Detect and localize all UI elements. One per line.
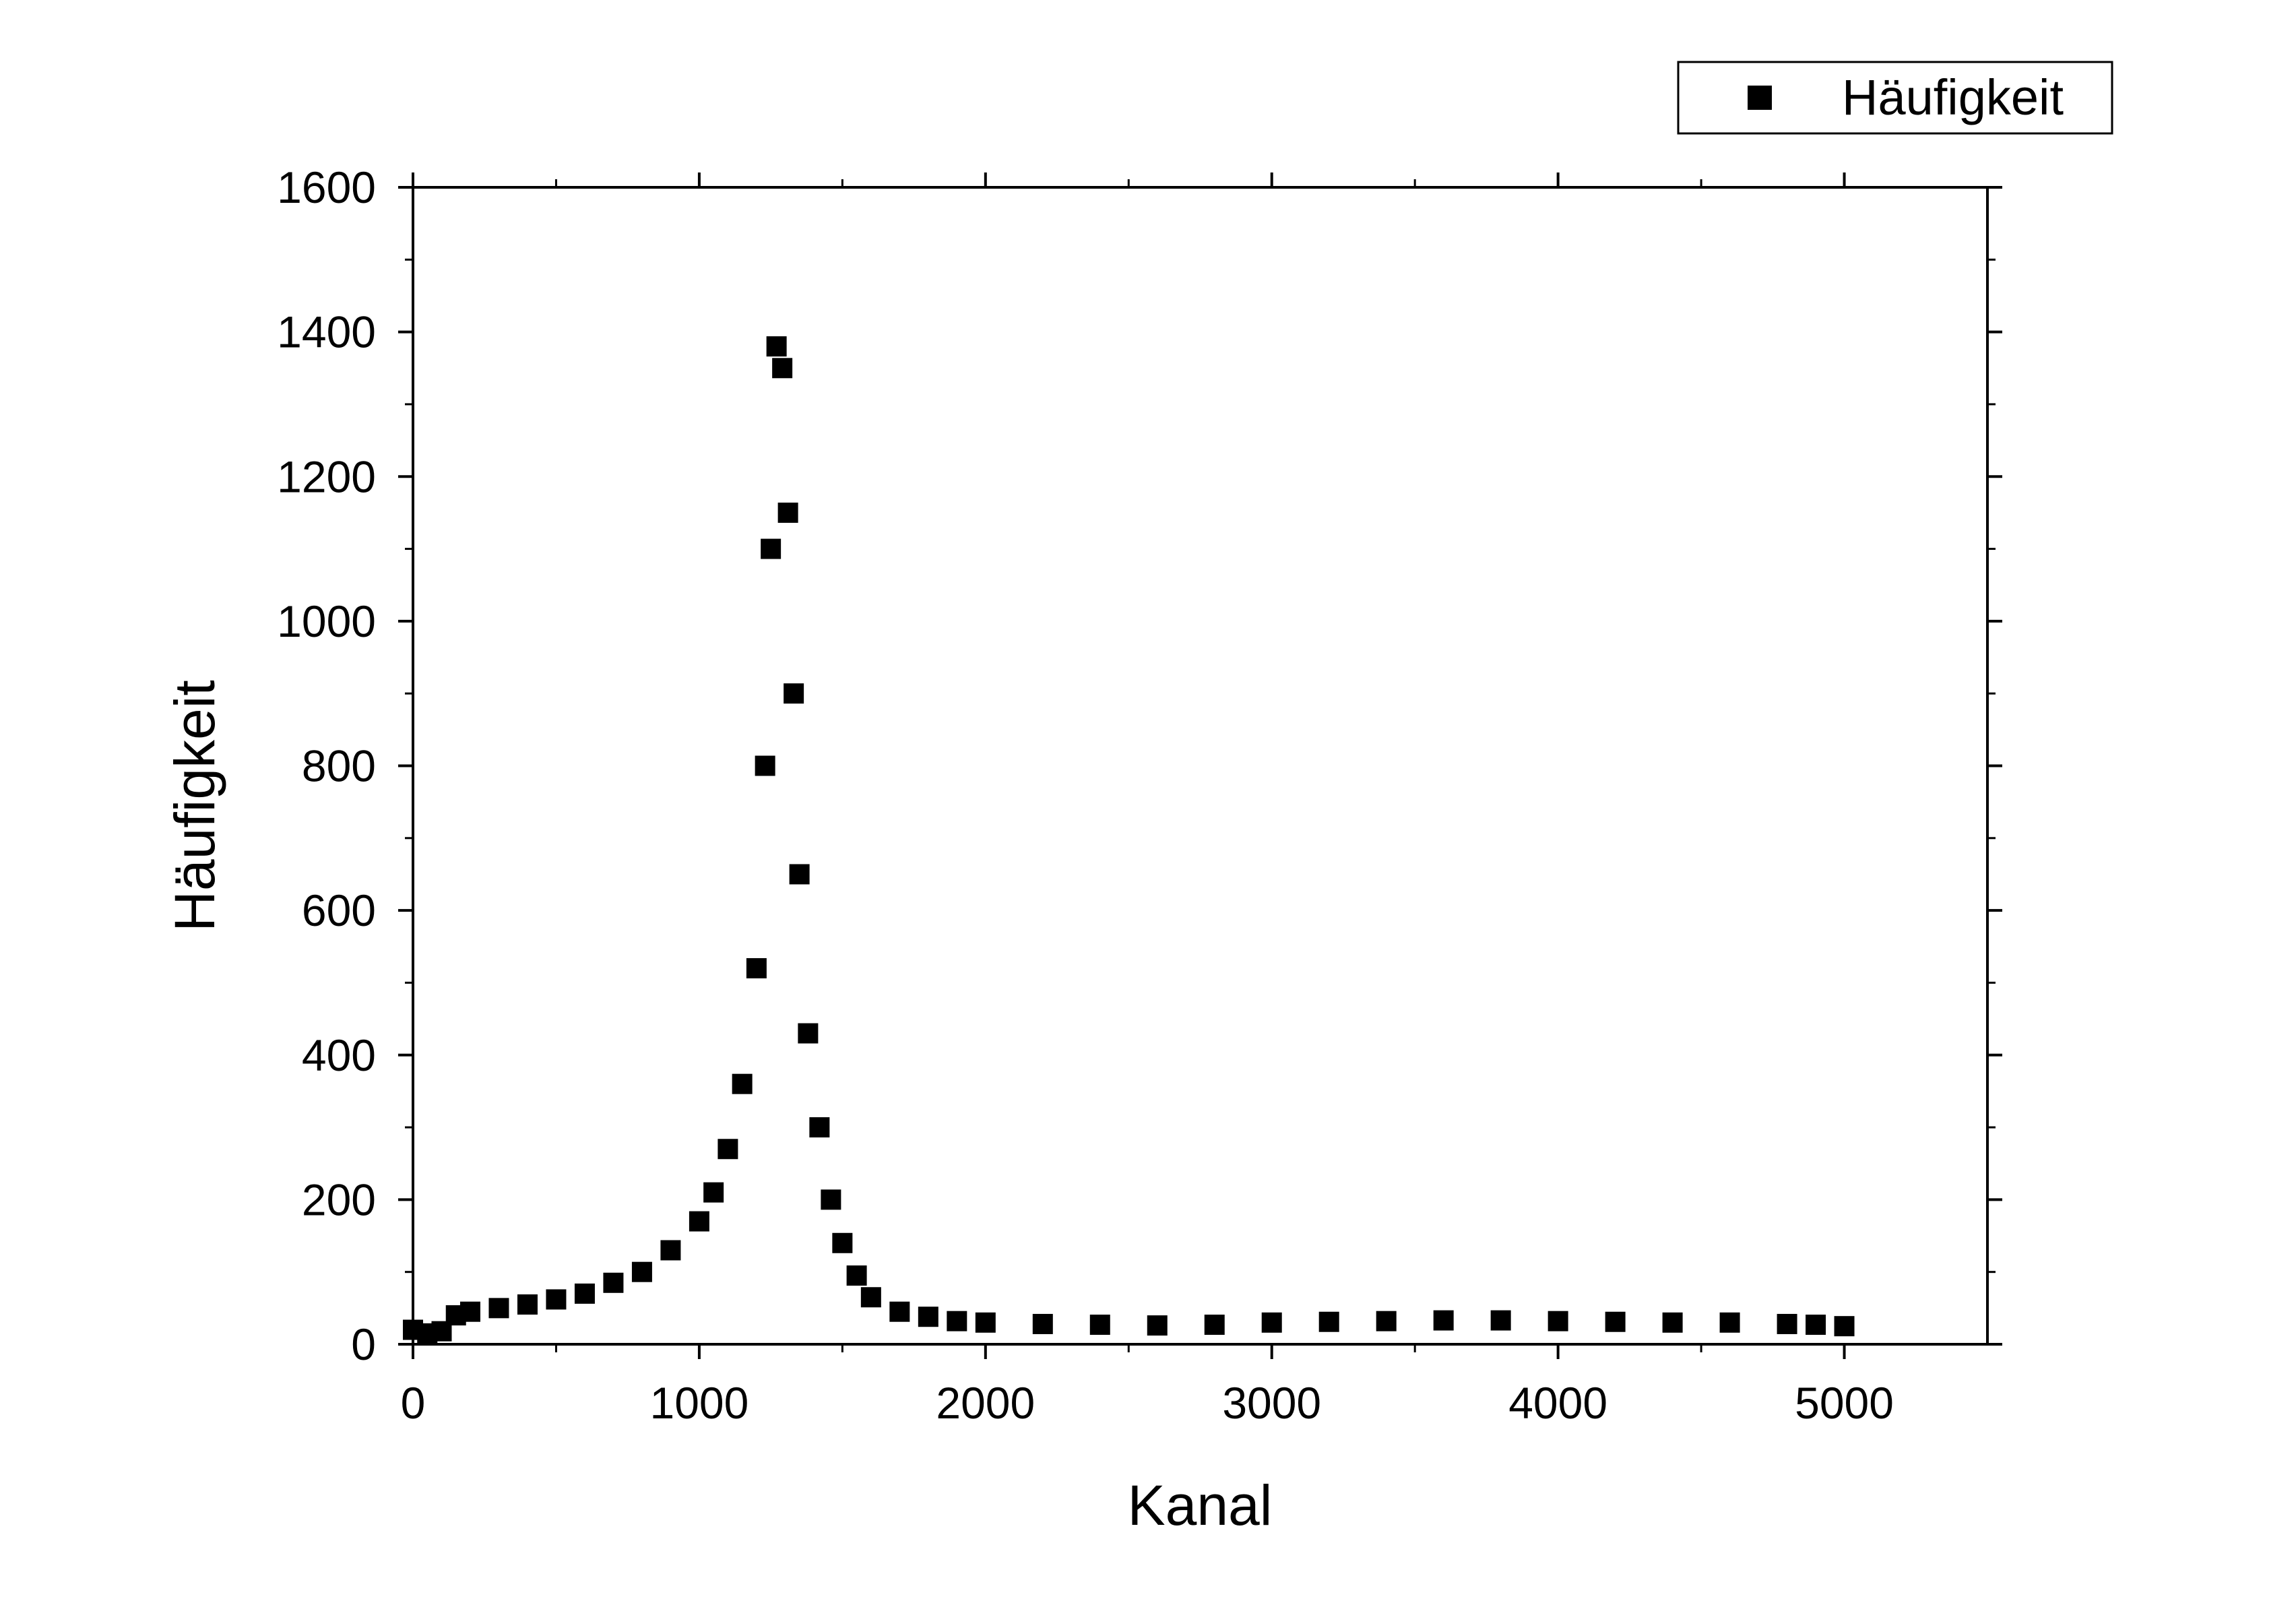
plot-frame: [412, 186, 1989, 1346]
data-point: [459, 1301, 480, 1322]
y-tick-label: 1600: [277, 162, 376, 212]
data-point: [918, 1307, 938, 1327]
data-point: [546, 1289, 567, 1310]
data-point: [821, 1189, 841, 1210]
y-tick-label: 400: [302, 1030, 376, 1080]
y-tick-label: 800: [302, 741, 376, 791]
data-point: [1834, 1316, 1855, 1337]
data-point: [766, 336, 787, 357]
data-point: [789, 864, 810, 885]
legend: Häufigkeit: [1677, 61, 2113, 135]
data-point: [809, 1117, 830, 1138]
data-point: [975, 1312, 996, 1333]
data-point: [1719, 1312, 1740, 1333]
data-point: [889, 1301, 910, 1322]
x-tick-label: 1000: [649, 1378, 748, 1428]
data-point: [517, 1294, 538, 1315]
x-tick-label: 3000: [1222, 1378, 1321, 1428]
data-point: [947, 1311, 967, 1331]
data-point: [718, 1139, 738, 1160]
data-point: [1433, 1310, 1454, 1331]
data-points: [403, 336, 1855, 1344]
legend-entry-label: Häufigkeit: [1842, 69, 2064, 125]
data-point: [631, 1261, 652, 1282]
data-point: [732, 1073, 753, 1094]
data-point: [784, 683, 804, 704]
data-point: [761, 538, 782, 559]
data-point: [860, 1287, 881, 1308]
x-tick-label: 2000: [936, 1378, 1035, 1428]
x-axis-label: Kanal: [1128, 1474, 1273, 1537]
y-tick-label: 1200: [277, 451, 376, 501]
data-point: [1662, 1312, 1683, 1333]
data-point: [660, 1240, 681, 1261]
data-point: [1318, 1311, 1339, 1332]
data-point: [1089, 1315, 1110, 1335]
data-point: [1204, 1315, 1225, 1335]
y-tick-label: 600: [302, 885, 376, 935]
data-point: [1376, 1311, 1397, 1331]
data-point: [798, 1023, 819, 1044]
y-axis-label: Häufigkeit: [163, 680, 226, 932]
data-point: [772, 358, 793, 379]
data-point: [574, 1283, 595, 1304]
legend-marker-icon: [1748, 86, 1772, 110]
data-point: [703, 1182, 724, 1203]
data-point: [689, 1211, 709, 1232]
x-tick-label: 4000: [1508, 1378, 1607, 1428]
data-point: [1806, 1315, 1826, 1335]
data-point: [755, 755, 775, 776]
data-point: [1147, 1315, 1168, 1336]
y-tick-label: 0: [351, 1319, 376, 1369]
data-point: [1777, 1313, 1797, 1334]
data-point: [488, 1298, 509, 1319]
y-tick-label: 1000: [277, 596, 376, 646]
data-point: [1261, 1312, 1282, 1333]
data-point: [1490, 1310, 1511, 1331]
y-tick-label: 200: [302, 1174, 376, 1224]
data-point: [603, 1272, 624, 1293]
data-point: [746, 957, 767, 978]
data-point: [1548, 1311, 1568, 1331]
axes: 0 1000 2000 3000 4000 5000 0 200 400 600 800 1000 12…: [277, 162, 2002, 1428]
data-point: [1032, 1313, 1053, 1334]
x-tick-label: 0: [401, 1378, 426, 1428]
data-point: [1605, 1311, 1626, 1332]
data-point: [846, 1265, 867, 1286]
data-point: [777, 502, 798, 523]
x-tick-label: 5000: [1795, 1378, 1894, 1428]
data-point: [832, 1232, 853, 1253]
y-tick-label: 1400: [277, 307, 376, 357]
